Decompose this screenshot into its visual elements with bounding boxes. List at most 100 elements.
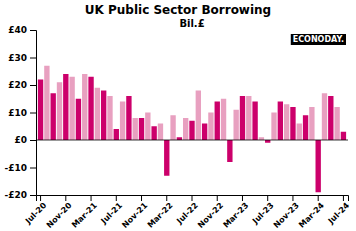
bar bbox=[126, 96, 131, 140]
x-tick-label: Nov-22 bbox=[196, 201, 225, 230]
bar bbox=[233, 110, 238, 140]
bar bbox=[145, 113, 150, 141]
x-tick-label: Mar-23 bbox=[221, 201, 250, 230]
x-tick-mark bbox=[40, 195, 41, 201]
bar bbox=[107, 96, 112, 140]
bar bbox=[297, 124, 302, 141]
bar bbox=[208, 113, 213, 141]
bar bbox=[278, 102, 283, 141]
y-tick: £20 bbox=[8, 80, 36, 90]
subtitle: Bil.£ bbox=[179, 18, 204, 29]
bar bbox=[44, 66, 49, 140]
x-tick-mark bbox=[217, 195, 218, 201]
x-tick-mark bbox=[192, 195, 193, 201]
bar bbox=[189, 121, 194, 140]
bar bbox=[309, 107, 314, 140]
x-tick: Mar-24 bbox=[297, 195, 326, 230]
bar bbox=[341, 132, 346, 140]
bar bbox=[215, 102, 220, 141]
bar bbox=[151, 126, 156, 140]
x-tick-label: Nov-23 bbox=[272, 201, 301, 230]
bar bbox=[170, 115, 175, 140]
bar bbox=[38, 80, 43, 141]
bar bbox=[328, 96, 333, 140]
zero-line bbox=[36, 140, 348, 141]
x-tick: Nov-20 bbox=[45, 195, 74, 230]
bar bbox=[221, 99, 226, 140]
y-tick: £0 bbox=[14, 135, 36, 145]
y-tick-mark bbox=[30, 168, 36, 169]
y-tick: -£10 bbox=[4, 163, 36, 173]
x-tick: Mar-23 bbox=[221, 195, 250, 230]
plot-area bbox=[38, 66, 346, 193]
x-axis-line bbox=[37, 196, 349, 202]
x-tick: Mar-21 bbox=[70, 195, 99, 230]
x-tick-label: Mar-21 bbox=[70, 201, 99, 230]
bar bbox=[101, 91, 106, 141]
bar bbox=[120, 102, 125, 141]
x-tick-mark bbox=[267, 195, 268, 201]
bar bbox=[114, 129, 119, 140]
bar bbox=[265, 140, 270, 143]
y-tick-mark bbox=[30, 140, 36, 141]
y-tick-mark bbox=[30, 85, 36, 86]
x-tick-mark bbox=[318, 195, 319, 201]
y-tick: £10 bbox=[8, 108, 36, 118]
y-axis-line bbox=[30, 31, 37, 196]
title: UK Public Sector Borrowing bbox=[85, 3, 271, 17]
x-tick-label: Jul-24 bbox=[326, 201, 352, 227]
bar bbox=[227, 140, 232, 162]
x-tick: Jul-23 bbox=[250, 195, 275, 226]
watermark-box bbox=[291, 34, 346, 45]
x-tick: Jul-22 bbox=[174, 195, 199, 226]
y-tick: £30 bbox=[8, 53, 36, 63]
bar bbox=[95, 88, 100, 140]
bar bbox=[76, 99, 81, 140]
y-tick-label: £30 bbox=[8, 53, 27, 63]
bar bbox=[316, 140, 321, 192]
x-tick-label: Nov-20 bbox=[45, 201, 74, 230]
y-tick-label: -£10 bbox=[4, 163, 27, 173]
bar bbox=[63, 74, 68, 140]
watermark-text: ECONODAY. bbox=[293, 35, 344, 44]
y-tick: £40 bbox=[8, 25, 36, 35]
x-tick: Nov-21 bbox=[120, 195, 149, 230]
bar bbox=[139, 118, 144, 140]
y-tick-label: £20 bbox=[8, 80, 27, 90]
x-tick-label: Mar-22 bbox=[146, 201, 175, 230]
x-tick-mark bbox=[343, 195, 344, 201]
bar bbox=[303, 115, 308, 140]
x-tick: Jul-21 bbox=[99, 195, 125, 226]
y-axis: -£20 -£10 £0 £10 £20 £30 £40 bbox=[4, 25, 36, 200]
x-axis: Jul-20Nov-20Mar-21Jul-21Nov-21Mar-22Jul-… bbox=[23, 195, 352, 230]
bar bbox=[57, 82, 62, 140]
bar bbox=[183, 118, 188, 140]
bar bbox=[202, 124, 207, 141]
bar bbox=[246, 96, 251, 140]
bar bbox=[177, 137, 182, 140]
x-tick: Mar-22 bbox=[146, 195, 175, 230]
bar bbox=[240, 96, 245, 140]
y-tick-label: -£20 bbox=[4, 190, 27, 200]
y-tick-mark bbox=[30, 195, 36, 196]
bar bbox=[259, 137, 264, 140]
bar bbox=[158, 124, 163, 141]
x-tick-mark bbox=[116, 195, 117, 201]
bar bbox=[196, 91, 201, 141]
y-tick-label: £10 bbox=[8, 108, 27, 118]
x-tick-label: Mar-24 bbox=[297, 201, 326, 230]
bar bbox=[322, 93, 327, 140]
bar bbox=[69, 77, 74, 140]
bar bbox=[82, 74, 87, 140]
bar bbox=[88, 77, 93, 140]
x-tick: Nov-23 bbox=[272, 195, 301, 230]
y-tick-mark bbox=[30, 58, 36, 59]
bar bbox=[334, 107, 339, 140]
y-tick: -£20 bbox=[4, 190, 36, 200]
x-tick-mark bbox=[91, 195, 92, 201]
x-tick: Nov-22 bbox=[196, 195, 225, 230]
y-tick-label: £40 bbox=[8, 25, 27, 35]
bar bbox=[164, 140, 169, 176]
y-tick-mark bbox=[30, 113, 36, 114]
x-tick-label: Nov-21 bbox=[120, 201, 149, 230]
